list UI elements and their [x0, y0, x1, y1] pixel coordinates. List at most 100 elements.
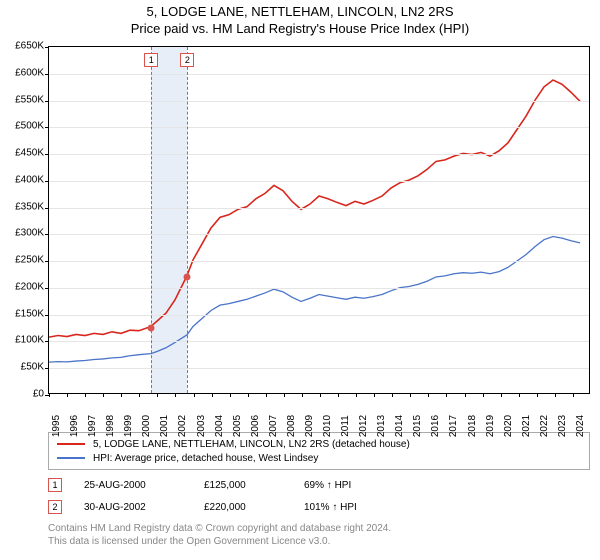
gridline: [49, 101, 589, 102]
x-tick: [446, 393, 447, 397]
x-tick: [555, 393, 556, 397]
sales-row-1: 1 25-AUG-2000 £125,000 69% ↑ HPI: [48, 474, 424, 496]
x-tick-label: 2006: [250, 415, 261, 437]
y-tick-label: £200K: [2, 281, 44, 292]
y-tick-label: £50K: [2, 362, 44, 373]
sales-hpi-2: 101% ↑ HPI: [304, 502, 424, 513]
y-tick: [45, 234, 49, 235]
x-tick-label: 1997: [87, 415, 98, 437]
x-tick: [302, 393, 303, 397]
sales-price-2: £220,000: [204, 502, 304, 513]
y-tick: [45, 288, 49, 289]
x-tick-label: 2011: [340, 415, 351, 437]
x-tick-label: 2021: [521, 415, 532, 437]
y-tick-label: £0: [2, 389, 44, 400]
legend-label-property: 5, LODGE LANE, NETTLEHAM, LINCOLN, LN2 2…: [93, 439, 410, 450]
x-tick: [410, 393, 411, 397]
y-tick: [45, 74, 49, 75]
sales-date-1: 25-AUG-2000: [84, 480, 204, 491]
y-tick: [45, 101, 49, 102]
x-tick-label: 2007: [268, 415, 279, 437]
x-tick: [248, 393, 249, 397]
x-tick-label: 2024: [575, 415, 586, 437]
marker-badge: 1: [144, 53, 158, 67]
x-tick: [266, 393, 267, 397]
x-tick: [374, 393, 375, 397]
x-tick-label: 2003: [196, 415, 207, 437]
y-tick-label: £150K: [2, 308, 44, 319]
x-tick: [230, 393, 231, 397]
gridline: [49, 261, 589, 262]
y-tick: [45, 208, 49, 209]
sales-table: 1 25-AUG-2000 £125,000 69% ↑ HPI 2 30-AU…: [48, 474, 424, 518]
marker-line: [151, 47, 152, 393]
x-tick: [284, 393, 285, 397]
legend-box: 5, LODGE LANE, NETTLEHAM, LINCOLN, LN2 2…: [48, 432, 590, 470]
x-tick-label: 2004: [214, 415, 225, 437]
gridline: [49, 127, 589, 128]
x-tick: [537, 393, 538, 397]
x-tick-label: 1999: [123, 415, 134, 437]
y-tick-label: £400K: [2, 174, 44, 185]
x-tick: [121, 393, 122, 397]
marker-line: [187, 47, 188, 393]
chart-title: 5, LODGE LANE, NETTLEHAM, LINCOLN, LN2 2…: [0, 4, 600, 19]
x-tick: [428, 393, 429, 397]
sales-hpi-1: 69% ↑ HPI: [304, 480, 424, 491]
sales-price-1: £125,000: [204, 480, 304, 491]
x-tick: [67, 393, 68, 397]
x-tick: [356, 393, 357, 397]
y-tick-label: £500K: [2, 121, 44, 132]
legend-row-property: 5, LODGE LANE, NETTLEHAM, LINCOLN, LN2 2…: [57, 437, 581, 451]
title-block: 5, LODGE LANE, NETTLEHAM, LINCOLN, LN2 2…: [0, 0, 600, 36]
y-tick: [45, 341, 49, 342]
x-tick-label: 2001: [159, 415, 170, 437]
y-tick-label: £450K: [2, 148, 44, 159]
x-tick-label: 2022: [539, 415, 550, 437]
x-tick-label: 1998: [105, 415, 116, 437]
marker-dot: [148, 325, 155, 332]
y-tick: [45, 368, 49, 369]
y-tick: [45, 127, 49, 128]
x-tick: [157, 393, 158, 397]
x-tick-label: 2000: [141, 415, 152, 437]
x-tick: [501, 393, 502, 397]
sales-date-2: 30-AUG-2002: [84, 502, 204, 513]
x-tick: [573, 393, 574, 397]
y-tick-label: £600K: [2, 67, 44, 78]
x-tick: [320, 393, 321, 397]
x-tick-label: 2019: [485, 415, 496, 437]
chart-container: 5, LODGE LANE, NETTLEHAM, LINCOLN, LN2 2…: [0, 0, 600, 560]
y-tick-label: £650K: [2, 41, 44, 52]
gridline: [49, 154, 589, 155]
x-tick: [465, 393, 466, 397]
x-tick-label: 2020: [503, 415, 514, 437]
y-tick-label: £100K: [2, 335, 44, 346]
sales-badge-2: 2: [48, 500, 62, 514]
gridline: [49, 288, 589, 289]
y-tick-label: £350K: [2, 201, 44, 212]
footer-attribution: Contains HM Land Registry data © Crown c…: [48, 522, 391, 548]
sales-badge-1: 1: [48, 478, 62, 492]
footer-line-2: This data is licensed under the Open Gov…: [48, 535, 391, 548]
x-tick: [103, 393, 104, 397]
x-tick-label: 2013: [376, 415, 387, 437]
y-tick-label: £550K: [2, 94, 44, 105]
plot-area: 12: [48, 46, 590, 394]
x-tick-label: 2017: [448, 415, 459, 437]
legend-swatch-property: [57, 443, 85, 445]
x-tick: [519, 393, 520, 397]
x-tick: [212, 393, 213, 397]
series-hpi: [49, 237, 580, 363]
x-tick-label: 2009: [304, 415, 315, 437]
x-tick: [85, 393, 86, 397]
footer-line-1: Contains HM Land Registry data © Crown c…: [48, 522, 391, 535]
x-tick-label: 2023: [557, 415, 568, 437]
x-tick: [392, 393, 393, 397]
x-tick: [194, 393, 195, 397]
marker-dot: [184, 274, 191, 281]
x-tick-label: 2014: [394, 415, 405, 437]
gridline: [49, 208, 589, 209]
gridline: [49, 181, 589, 182]
marker-badge: 2: [180, 53, 194, 67]
